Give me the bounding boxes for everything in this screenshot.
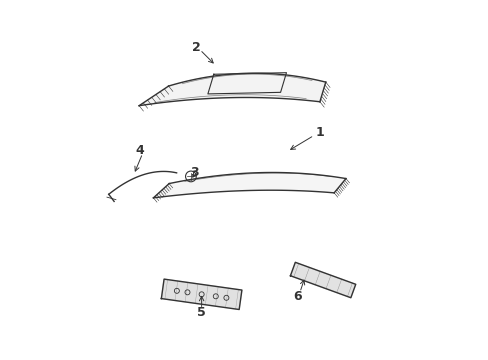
Polygon shape	[161, 279, 242, 310]
Text: 4: 4	[136, 144, 144, 157]
Text: 6: 6	[292, 289, 301, 303]
Polygon shape	[139, 73, 325, 106]
Polygon shape	[290, 262, 355, 298]
Text: 3: 3	[190, 166, 199, 179]
Text: 5: 5	[197, 306, 205, 319]
Text: 2: 2	[191, 41, 200, 54]
Text: 1: 1	[314, 126, 323, 139]
Polygon shape	[153, 172, 345, 198]
